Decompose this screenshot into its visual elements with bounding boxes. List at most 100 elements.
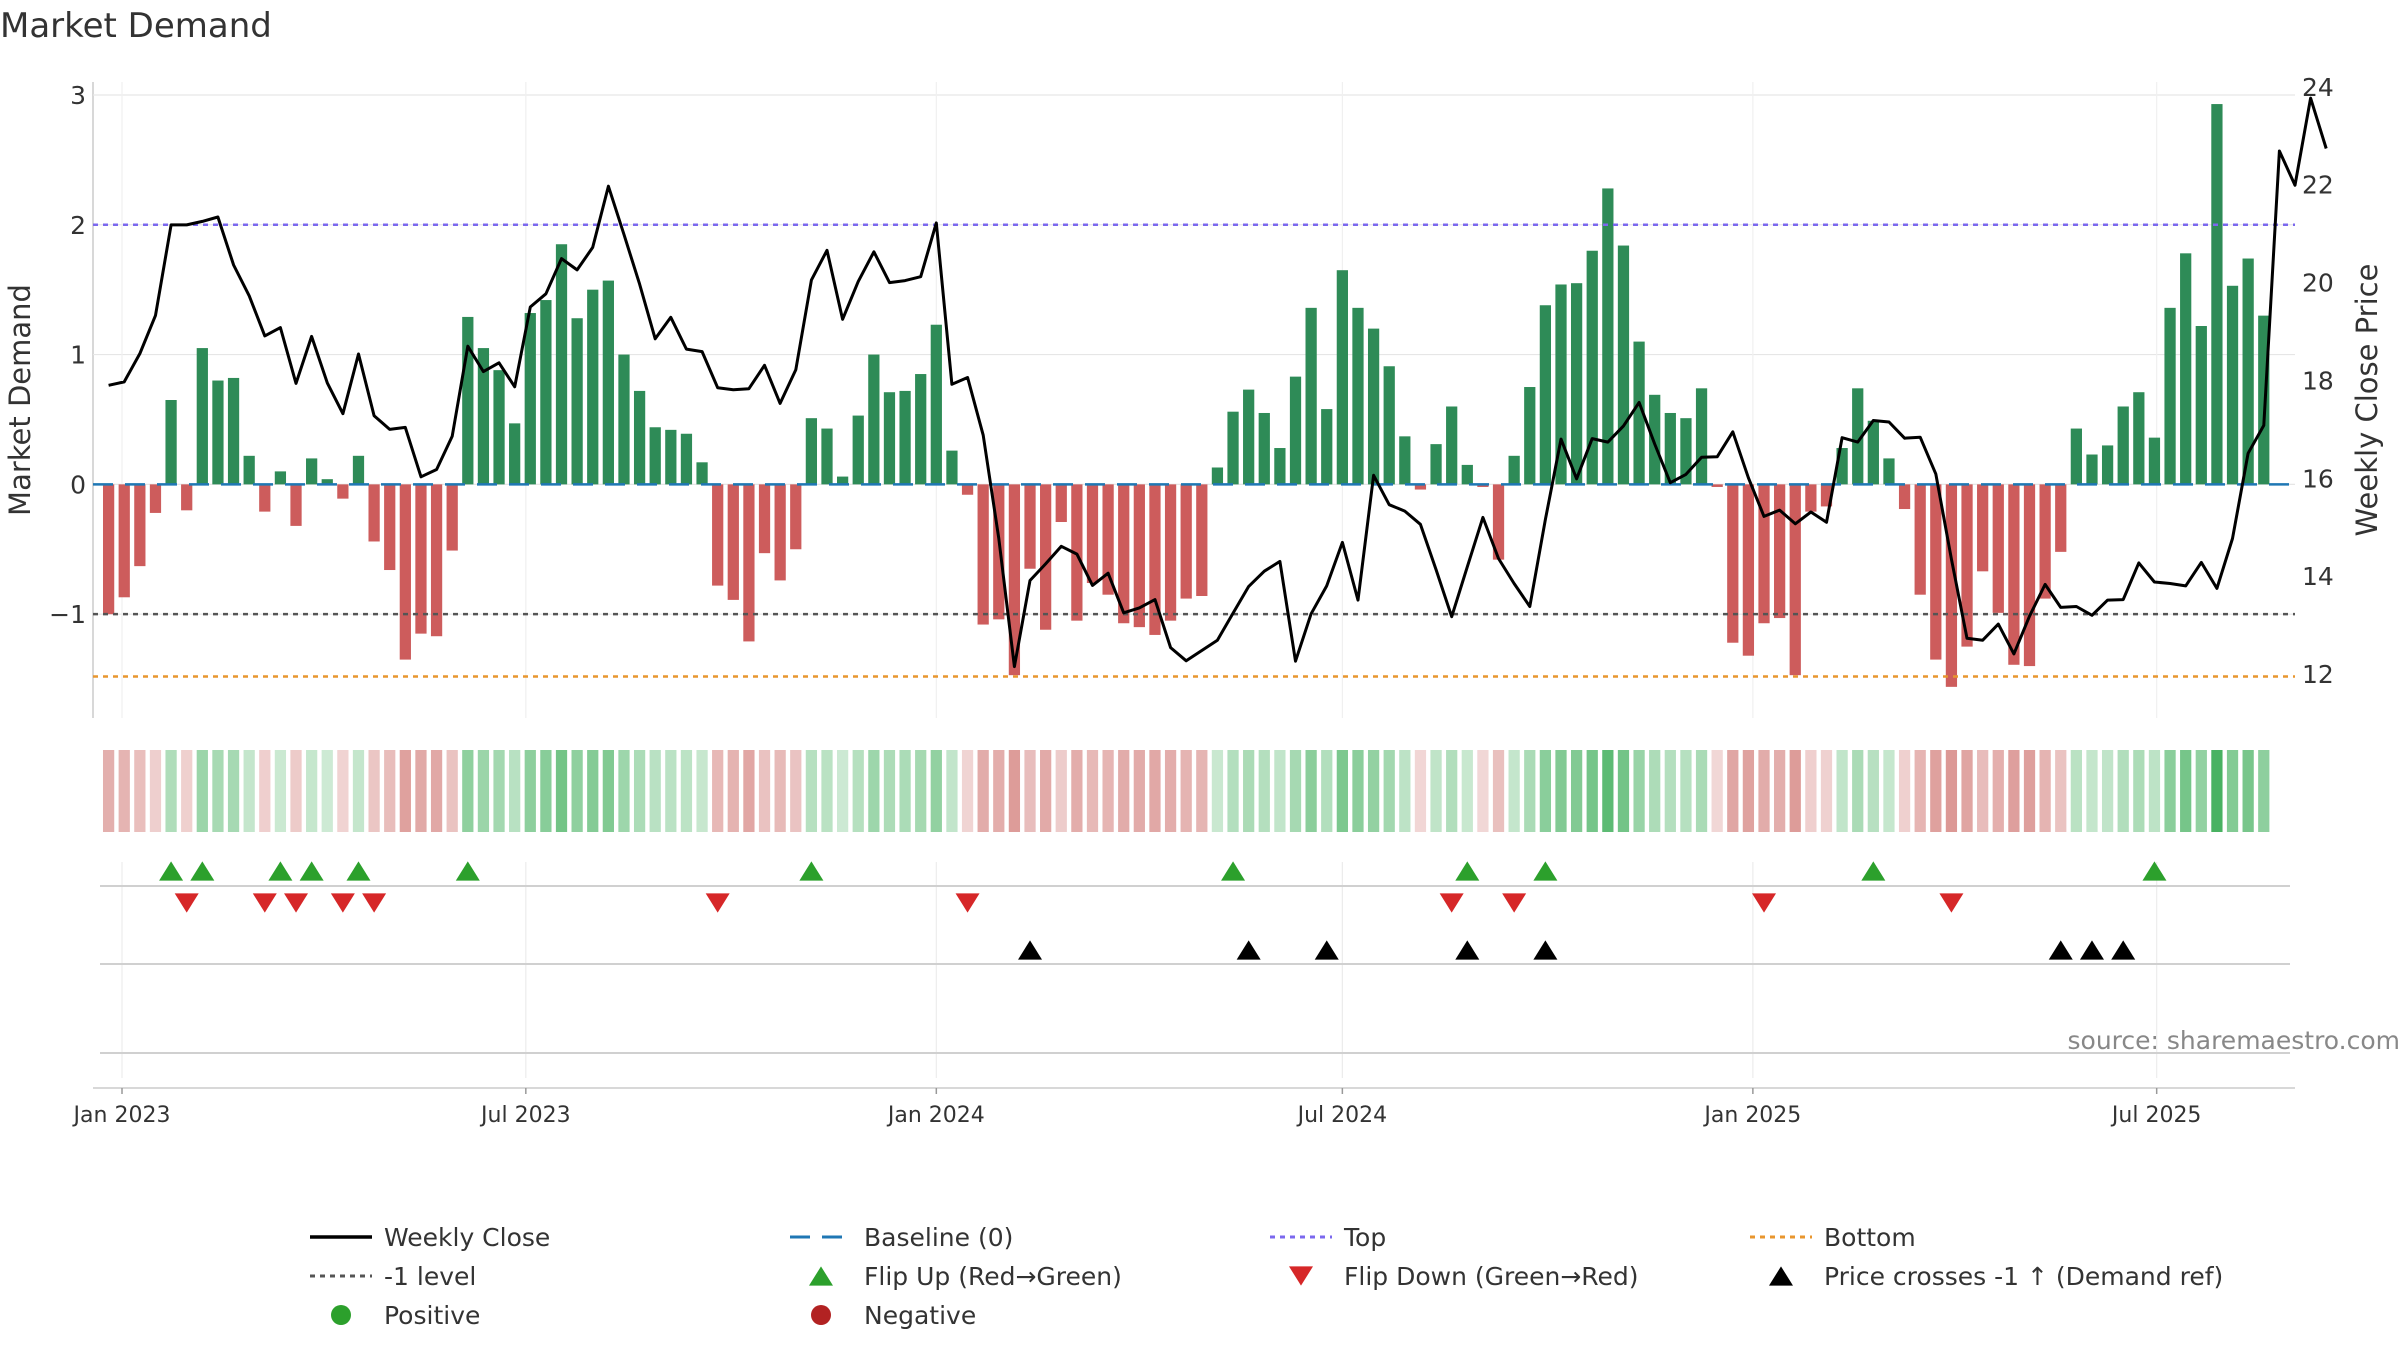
strip-cell: [493, 750, 505, 832]
signal-gridlines: [121, 862, 2158, 1078]
demand-bar: [1477, 484, 1489, 487]
demand-bar: [477, 348, 490, 485]
demand-bar: [2086, 454, 2098, 485]
demand-bar: [1836, 448, 1848, 485]
demand-bar: [1227, 411, 1239, 485]
demand-bar: [1570, 283, 1583, 485]
strip-cell: [1945, 750, 1958, 832]
legend-label: Weekly Close: [384, 1223, 550, 1252]
strip-cell: [446, 750, 458, 832]
demand-bar: [915, 374, 927, 485]
demand-bar: [1524, 387, 1536, 485]
demand-bar: [1196, 484, 1208, 596]
strip-cell: [1102, 750, 1114, 832]
strip-cell: [1711, 750, 1723, 832]
demand-bar: [1758, 484, 1770, 624]
strip-cell: [899, 750, 911, 832]
strip-cell: [1836, 750, 1848, 832]
demand-bar: [1961, 484, 1973, 647]
flip-up-marker: [299, 861, 324, 881]
flip-down-marker: [284, 893, 309, 913]
strip-cell: [1492, 750, 1505, 832]
strip-cell: [587, 750, 599, 832]
y2-tick-label: 14: [2302, 562, 2334, 591]
strip-cell: [1524, 750, 1536, 832]
strip-cell: [196, 750, 208, 832]
strip-cell: [1211, 750, 1224, 832]
strip-cell: [1071, 750, 1083, 832]
strip-cell: [1133, 750, 1145, 832]
demand-bar: [790, 484, 802, 550]
strip-cell: [1055, 750, 1067, 832]
demand-bar: [2242, 258, 2254, 485]
legend-flip-down-green-red: Flip Down (Green→Red): [1289, 1262, 1639, 1291]
demand-bar: [1367, 328, 1380, 485]
demand-bar: [1055, 484, 1067, 523]
strip-cell: [1898, 750, 1911, 832]
y-tick-label: −1: [49, 600, 86, 629]
demand-bar: [1243, 389, 1255, 485]
demand-bar: [1149, 484, 1161, 635]
demand-bars: [102, 104, 2270, 687]
demand-bar: [602, 280, 614, 485]
price-cross-marker: [1236, 940, 1261, 960]
demand-bar: [212, 380, 224, 485]
legend-top: Top: [1270, 1223, 1386, 1252]
demand-bar: [1118, 484, 1130, 624]
strip-cell: [946, 750, 958, 832]
strip-cell: [1914, 750, 1926, 832]
flip-down-marker: [955, 893, 980, 913]
demand-bar: [805, 418, 818, 485]
strip-cell: [118, 750, 130, 832]
legend-label: Positive: [384, 1301, 480, 1330]
strip-cell: [1789, 750, 1801, 832]
strip-cell: [1164, 750, 1177, 832]
demand-bar: [899, 390, 911, 485]
strip-cell: [290, 750, 302, 832]
demand-bar: [1383, 366, 1395, 485]
y2-tick-label: 18: [2302, 366, 2334, 395]
demand-bar: [149, 484, 162, 513]
demand-bar: [571, 318, 583, 485]
demand-bar: [2226, 285, 2239, 485]
demand-bar: [1695, 388, 1708, 485]
source-label: source: sharemaestro.com: [2068, 1026, 2400, 1055]
demand-bar: [2133, 392, 2145, 485]
strip-cell: [1430, 750, 1442, 832]
demand-bar: [618, 354, 630, 485]
strip-cell: [1555, 750, 1567, 832]
legend-triangle-icon: [809, 1266, 833, 1286]
strip-cell: [649, 750, 661, 832]
strip-cell: [868, 750, 880, 832]
strip-cell: [212, 750, 224, 832]
strip-cell: [337, 750, 349, 832]
strip-cell: [2258, 750, 2270, 832]
x-tick-label: Jan 2025: [1702, 1103, 1801, 1128]
strip-cell: [696, 750, 708, 832]
y-tick-label: 2: [70, 211, 86, 240]
strip-cell: [1649, 750, 1661, 832]
legend-bottom: Bottom: [1750, 1223, 1916, 1252]
demand-bar: [430, 484, 443, 637]
demand-bar: [540, 300, 552, 485]
demand-bar: [493, 370, 505, 485]
demand-bar: [2117, 406, 2129, 485]
strip-cell: [1508, 750, 1520, 832]
demand-bar: [2148, 437, 2161, 485]
strip-cell: [1352, 750, 1364, 832]
flip-down-marker: [252, 893, 277, 913]
price-cross-marker: [1455, 940, 1480, 960]
strip-cell: [1758, 750, 1770, 832]
demand-bar: [181, 484, 193, 511]
strip-cell: [1774, 750, 1786, 832]
demand-bar: [274, 471, 287, 485]
strip-cell: [1461, 750, 1473, 832]
flip-down-marker: [1752, 893, 1777, 913]
demand-bar: [509, 423, 521, 485]
strip-cell: [1414, 750, 1427, 832]
strip-cell: [149, 750, 162, 832]
strip-cell: [509, 750, 521, 832]
strip-cell: [1274, 750, 1286, 832]
x-tick-label: Jul 2023: [479, 1103, 571, 1128]
strip-cell: [1383, 750, 1395, 832]
